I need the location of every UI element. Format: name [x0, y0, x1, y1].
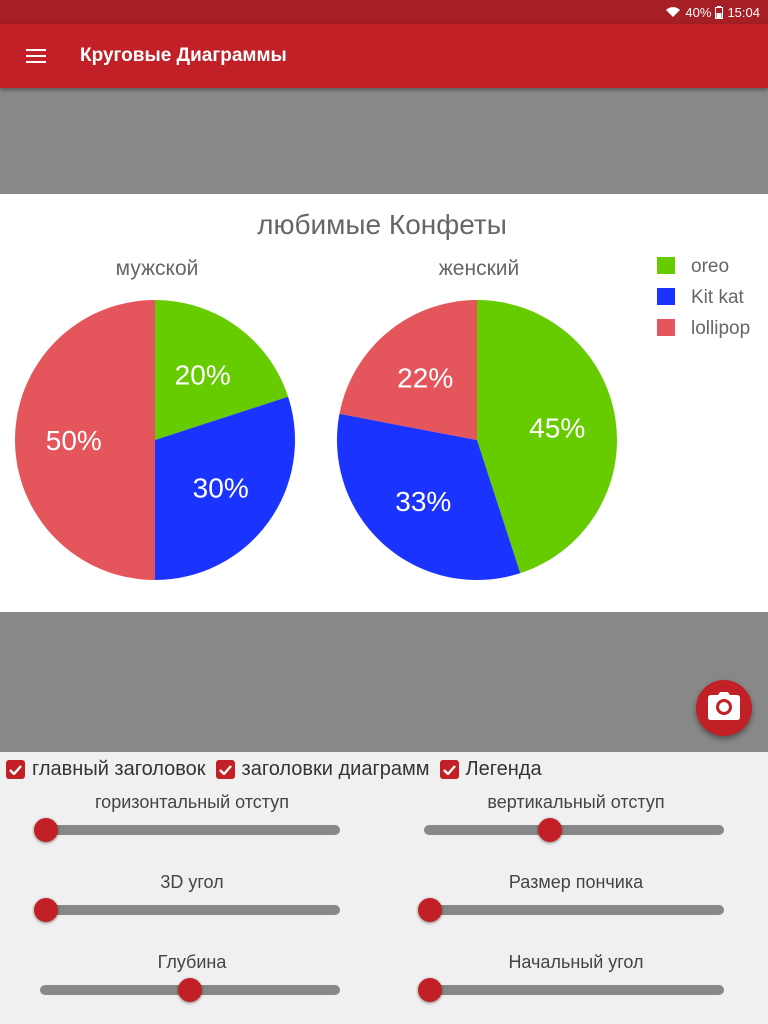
app-bar: Круговые Диаграммы: [0, 24, 768, 88]
clock: 15:04: [727, 4, 760, 20]
checkbox-checked-icon: [439, 760, 459, 779]
slider-label: 3D угол: [160, 872, 224, 892]
slider-label: Начальный угол: [508, 952, 644, 972]
slider-track[interactable]: [424, 905, 724, 915]
slider-label: вертикальный отступ: [487, 792, 665, 812]
3d-angle-slider-thumb[interactable]: [34, 898, 58, 922]
legend-checkbox[interactable]: Легенда: [439, 758, 542, 781]
slider-track[interactable]: [424, 825, 724, 835]
hamburger-menu-icon[interactable]: [0, 24, 72, 88]
legend-swatch: [657, 257, 675, 274]
pie-title: женский: [439, 257, 519, 280]
pie-slice: [339, 300, 477, 440]
pie-slice: [155, 300, 289, 440]
slider-label: горизонтальный отступ: [95, 792, 289, 812]
status-bar: 40% 15:04: [0, 0, 768, 24]
depth-slider-thumb[interactable]: [178, 978, 202, 1002]
chart-card: любимые Конфеты мужской 20% 30% 50% женский 45…: [0, 194, 768, 612]
pie-slice: [477, 300, 618, 574]
controls-panel: главный заголовок заголовки диаграмм Лег…: [0, 752, 768, 1024]
checkbox-label: главный заголовок: [32, 758, 206, 780]
slice-label: 20%: [175, 359, 231, 390]
legend-label: Kit kat: [691, 287, 745, 308]
legend-swatch: [657, 319, 675, 336]
chart-titles-checkbox[interactable]: заголовки диаграмм: [215, 758, 430, 781]
checkbox-row: главный заголовок заголовки диаграмм Лег…: [6, 758, 552, 781]
slider-track[interactable]: [40, 905, 340, 915]
legend-swatch: [657, 288, 675, 305]
battery-icon: [715, 5, 724, 19]
pie-slice: [155, 396, 296, 580]
legend-label: oreo: [691, 256, 729, 277]
donut-size-slider-thumb[interactable]: [418, 898, 442, 922]
checkbox-label: Легенда: [465, 758, 542, 780]
slice-label: 50%: [46, 425, 102, 456]
pie-chart: любимые Конфеты мужской 20% 30% 50% женский 45…: [15, 209, 750, 581]
horizontal-offset-slider-thumb[interactable]: [34, 818, 58, 842]
app-title: Круговые Диаграммы: [80, 45, 287, 66]
camera-icon: [708, 691, 740, 725]
slider-track[interactable]: [40, 825, 340, 835]
slice-label: 22%: [397, 362, 453, 393]
chart-preview-area: любимые Конфеты мужской 20% 30% 50% женский 45…: [0, 88, 768, 752]
chart-title: любимые Конфеты: [257, 209, 507, 240]
wifi-icon: [665, 6, 681, 18]
main-title-checkbox[interactable]: главный заголовок: [6, 758, 206, 781]
vertical-offset-slider-thumb[interactable]: [538, 818, 562, 842]
slice-label: 33%: [395, 486, 451, 517]
pie-slice: [15, 300, 155, 580]
slider-label: Размер пончика: [508, 872, 644, 892]
slider-track[interactable]: [424, 985, 724, 995]
start-angle-slider-thumb[interactable]: [418, 978, 442, 1002]
battery-percent: 40%: [685, 4, 712, 20]
slice-label: 45%: [529, 412, 585, 443]
pie-slice: [337, 413, 521, 581]
camera-button[interactable]: [696, 680, 752, 736]
slice-label: 30%: [193, 473, 249, 504]
checkbox-label: заголовки диаграмм: [241, 758, 430, 780]
slider-label: Глубина: [157, 952, 227, 972]
checkbox-checked-icon: [215, 760, 235, 779]
checkbox-checked-icon: [6, 760, 25, 779]
legend-label: lollipop: [691, 318, 750, 339]
pie-title: мужской: [116, 257, 199, 280]
